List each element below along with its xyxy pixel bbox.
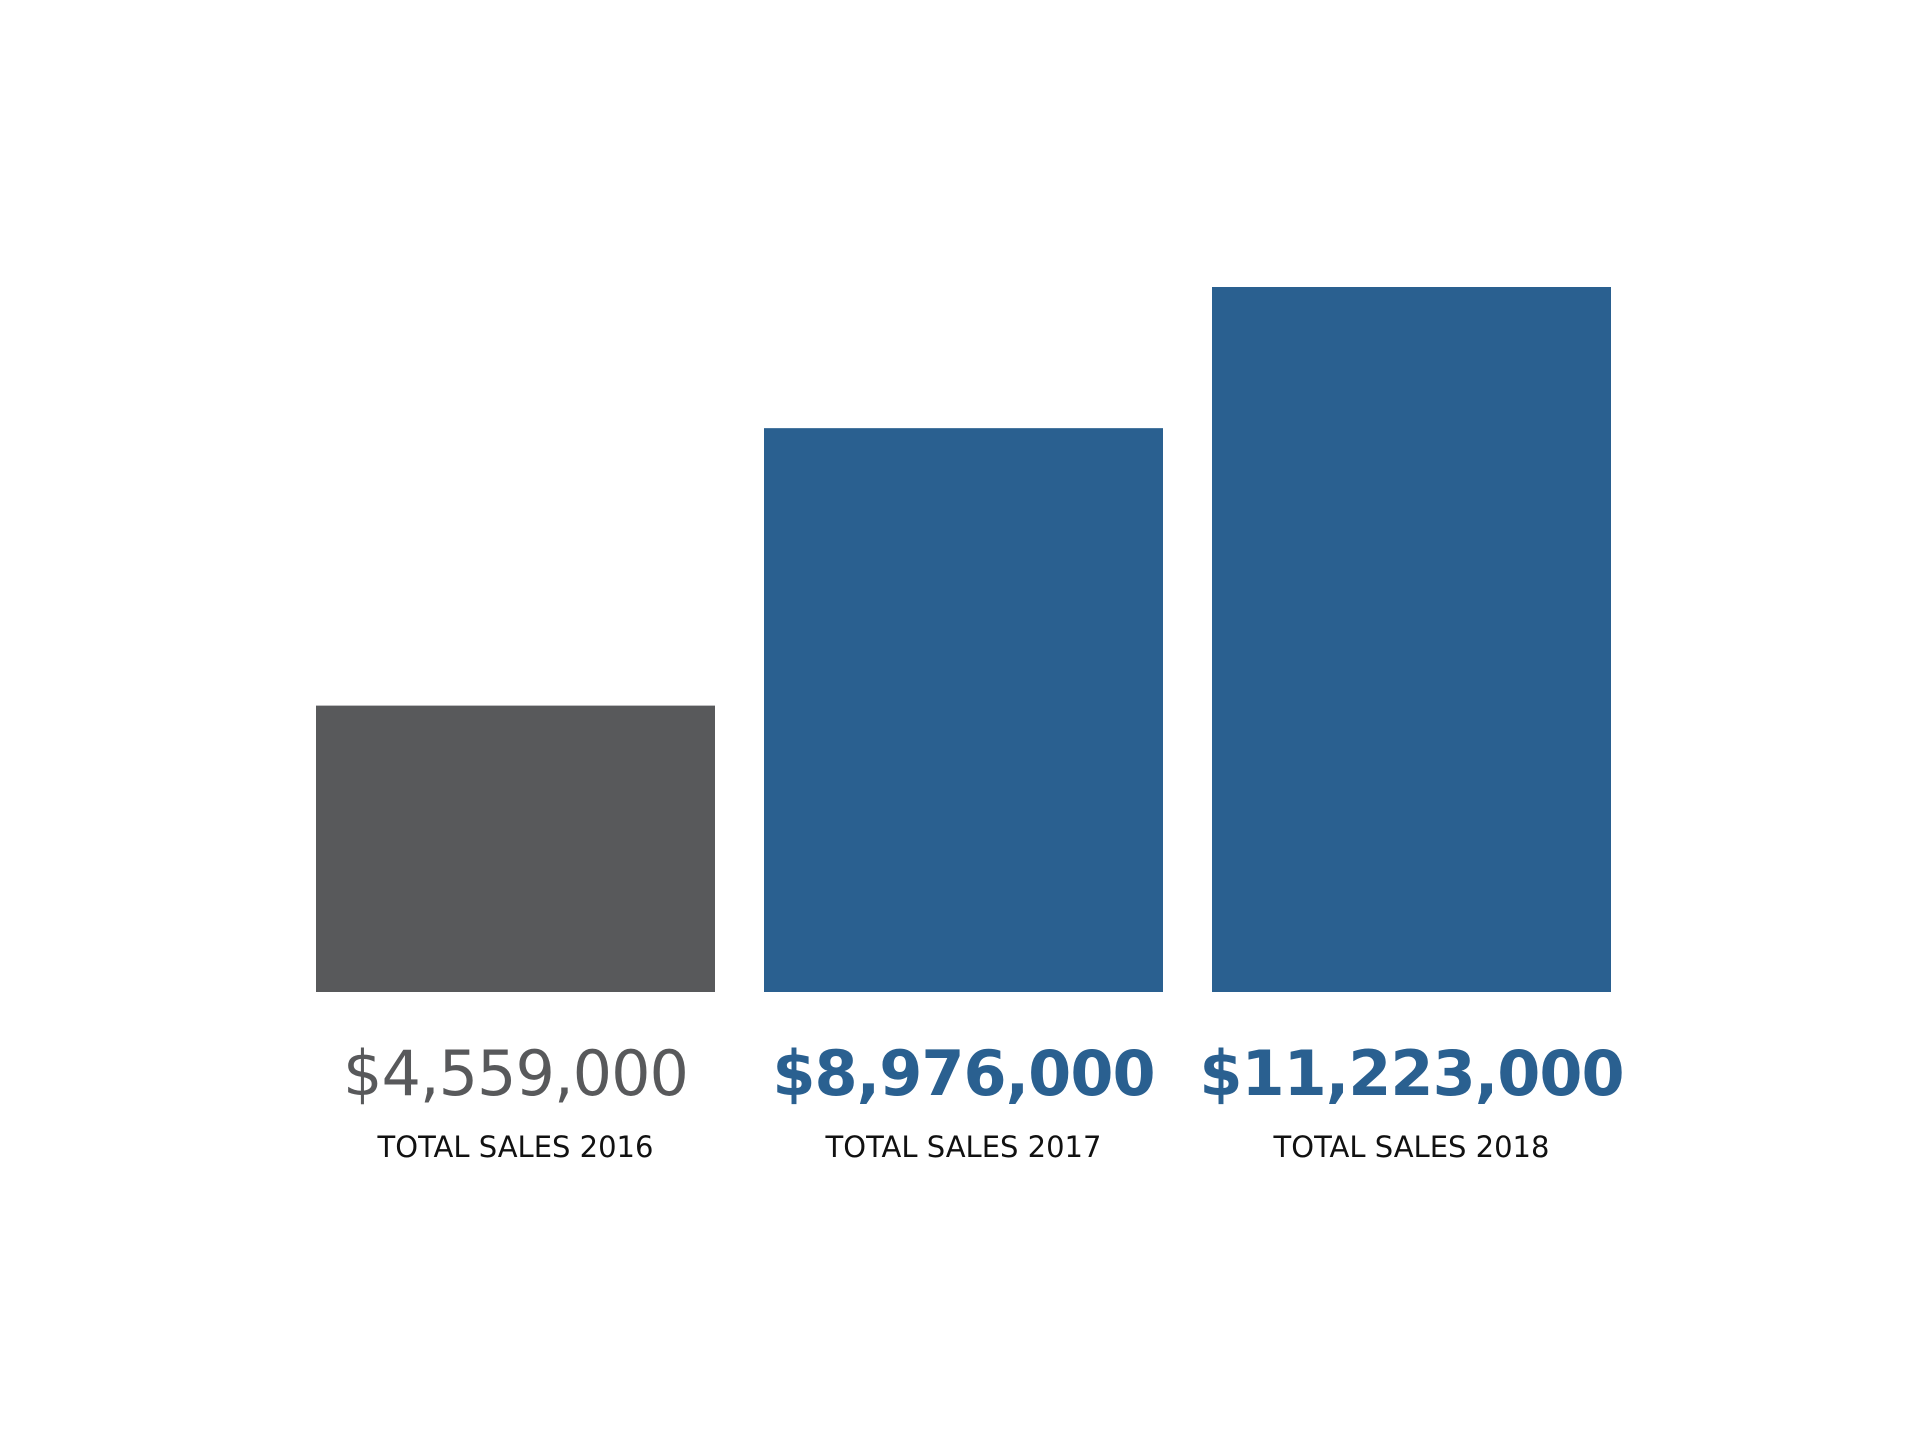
- value-label: $8,976,000: [772, 1037, 1154, 1110]
- bar: [764, 428, 1163, 992]
- category-label: TOTAL SALES 2017: [825, 1130, 1102, 1164]
- category-label: TOTAL SALES 2018: [1273, 1130, 1550, 1164]
- category-label: TOTAL SALES 2016: [377, 1130, 654, 1164]
- value-label: $11,223,000: [1199, 1037, 1623, 1110]
- bar: [316, 705, 715, 992]
- value-label: $4,559,000: [343, 1037, 688, 1110]
- bar: [1212, 287, 1611, 992]
